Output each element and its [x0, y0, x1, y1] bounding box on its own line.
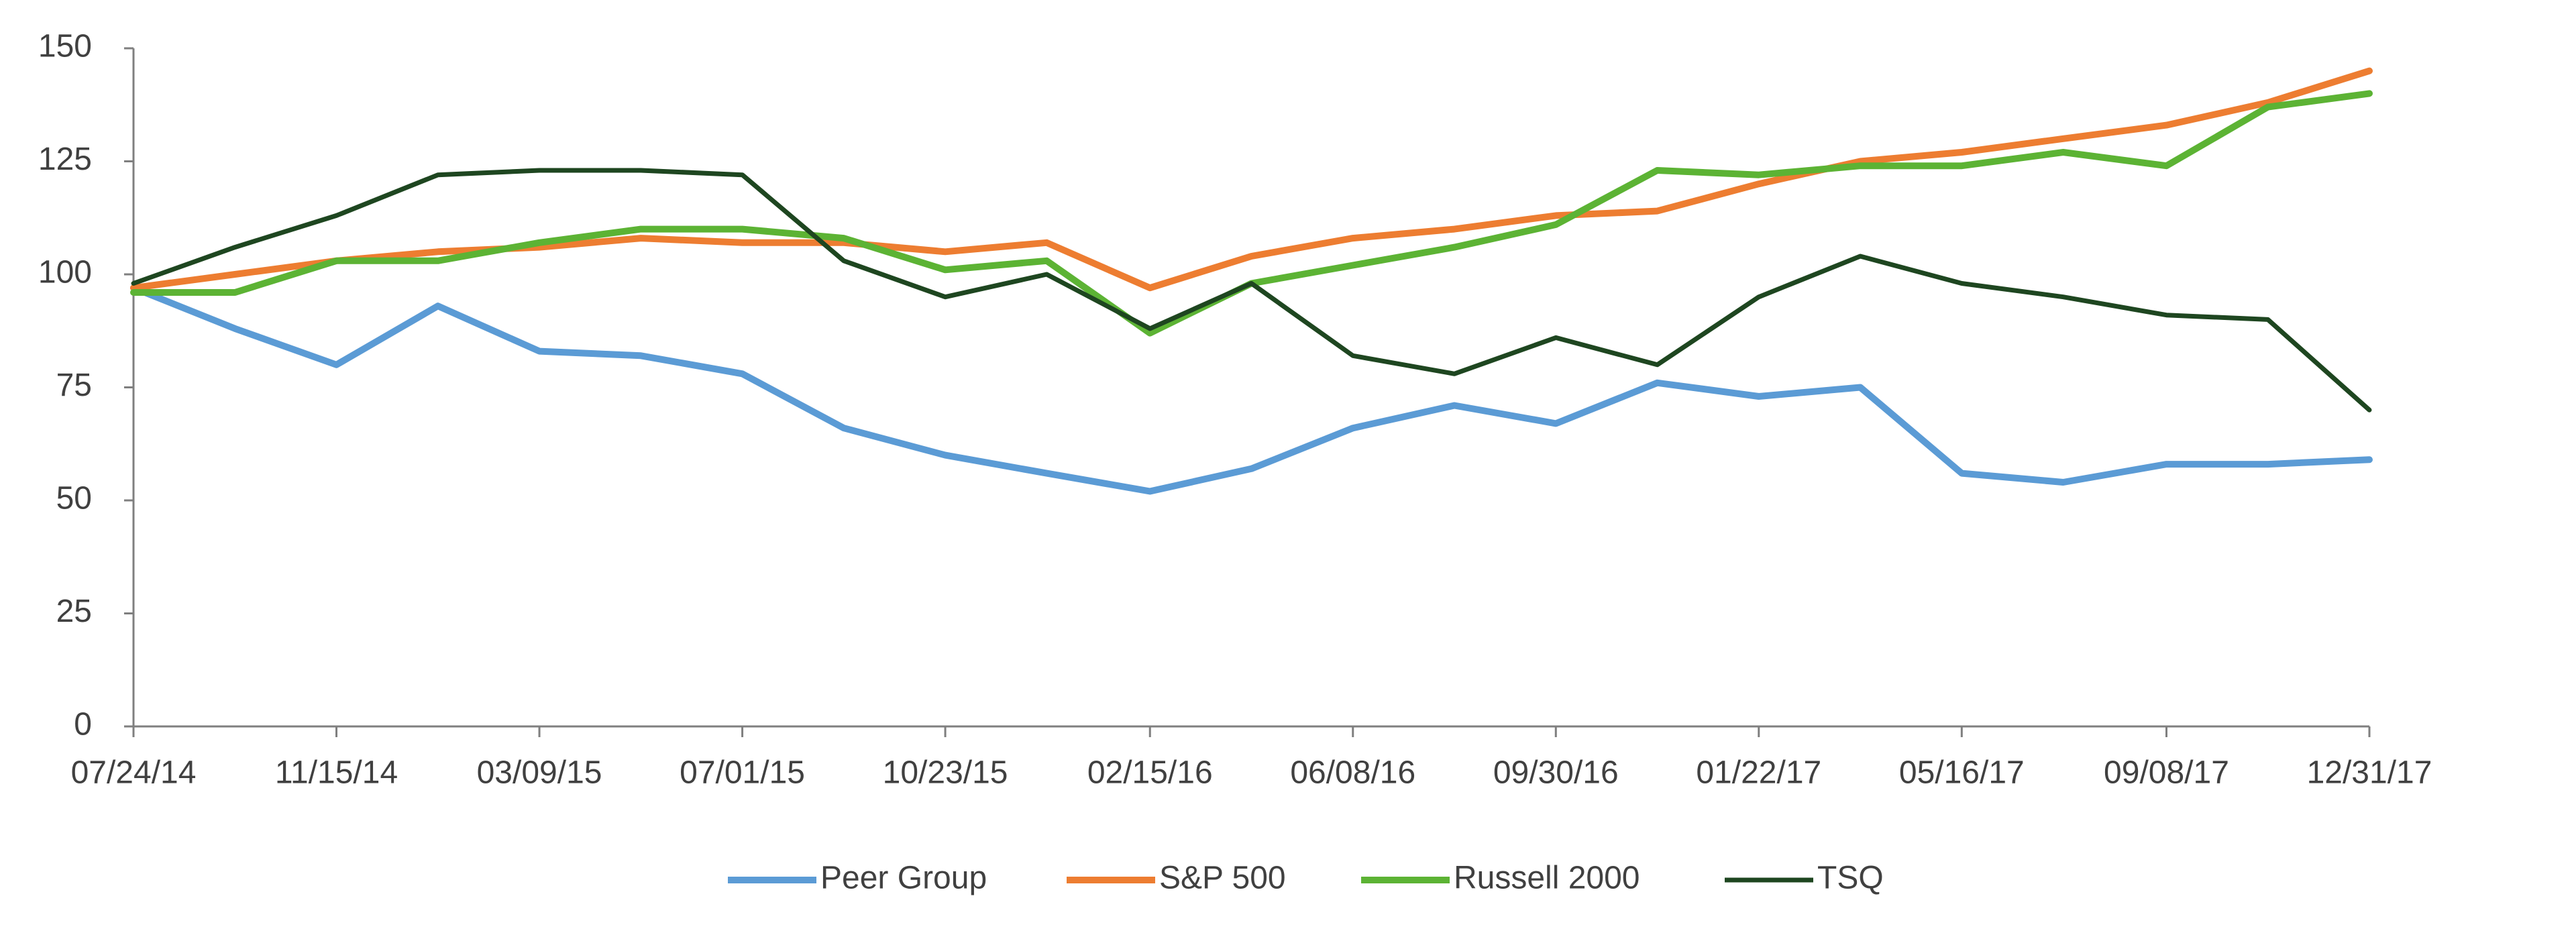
- y-tick-label: 150: [38, 29, 92, 64]
- x-tick-label: 01/22/17: [1696, 755, 1821, 791]
- y-tick-label: 100: [38, 255, 92, 290]
- y-tick-label: 0: [74, 707, 92, 743]
- series-line: [130, 90, 2373, 337]
- x-tick-label: 05/16/17: [1899, 755, 2025, 791]
- y-tick-label: 125: [38, 142, 92, 177]
- y-tick-label: 25: [56, 594, 92, 629]
- x-tick-label: 07/24/14: [71, 755, 197, 791]
- legend-label: Russell 2000: [1454, 861, 1640, 896]
- x-tick-label: 06/08/16: [1290, 755, 1415, 791]
- legend-label: Peer Group: [820, 861, 987, 896]
- legend-label: TSQ: [1817, 861, 1884, 896]
- y-tick-label: 50: [56, 481, 92, 516]
- series-line: [131, 168, 2372, 413]
- x-tick-label: 12/31/17: [2307, 755, 2432, 791]
- x-tick-label: 02/15/16: [1087, 755, 1213, 791]
- x-tick-label: 03/09/15: [477, 755, 602, 791]
- x-tick-label: 11/15/14: [275, 755, 398, 791]
- series-line: [130, 284, 2373, 495]
- x-tick-label: 07/01/15: [680, 755, 805, 791]
- legend-label: S&P 500: [1159, 861, 1286, 896]
- y-tick-label: 75: [56, 368, 92, 403]
- x-tick-label: 09/08/17: [2104, 755, 2229, 791]
- x-tick-label: 10/23/15: [883, 755, 1008, 791]
- x-tick-label: 09/30/16: [1493, 755, 1619, 791]
